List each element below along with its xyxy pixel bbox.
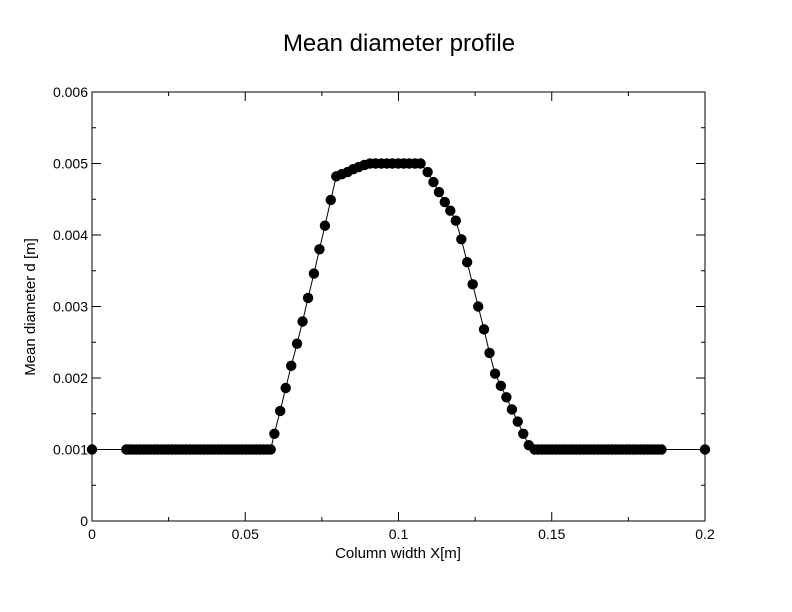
data-point-49 bbox=[302, 292, 314, 304]
y-tick-label: 0.005 bbox=[53, 156, 88, 172]
data-point-72 bbox=[433, 186, 445, 198]
data-point-42 bbox=[265, 444, 276, 455]
x-tick-label: 0.2 bbox=[695, 526, 715, 542]
data-point-44 bbox=[274, 405, 286, 417]
data-point-45 bbox=[280, 382, 291, 394]
data-point-43 bbox=[269, 428, 280, 439]
x-tick-label: 0 bbox=[88, 526, 96, 542]
data-point-125 bbox=[656, 444, 667, 455]
y-tick-label: 0.003 bbox=[53, 299, 88, 315]
x-tick-label: 0.15 bbox=[538, 526, 565, 542]
data-point-83 bbox=[495, 380, 507, 392]
data-point-81 bbox=[484, 347, 495, 359]
y-axis-label: Mean diameter d [m] bbox=[22, 238, 39, 376]
y-tick-label: 0.002 bbox=[53, 370, 88, 386]
y-tick-label: 0.006 bbox=[53, 84, 88, 100]
data-point-78 bbox=[467, 279, 478, 290]
data-point-52 bbox=[319, 220, 331, 231]
y-tick-label: 0 bbox=[80, 513, 88, 529]
data-point-74 bbox=[445, 205, 456, 216]
data-point-79 bbox=[472, 301, 484, 312]
plot-frame bbox=[91, 91, 706, 522]
data-point-77 bbox=[461, 256, 473, 268]
data-point-87 bbox=[518, 428, 529, 439]
tick-labels: 0 0.05 0.1 0.15 0.2 0 0.001 0.002 0.003 0.004 0.00… bbox=[53, 84, 715, 542]
data-point-76 bbox=[456, 234, 467, 245]
data-point-46 bbox=[286, 360, 297, 372]
data-point-69 bbox=[415, 158, 426, 169]
data-point-50 bbox=[308, 268, 320, 279]
y-tick-label: 0.004 bbox=[53, 227, 88, 243]
data-point-84 bbox=[501, 392, 512, 403]
data-point-86 bbox=[512, 416, 523, 427]
data-point-80 bbox=[478, 324, 490, 335]
data-point-47 bbox=[291, 338, 303, 349]
x-tick-label: 0.1 bbox=[389, 526, 409, 542]
data-point-73 bbox=[439, 196, 450, 208]
data-point-48 bbox=[297, 316, 308, 327]
data-point-70 bbox=[422, 166, 433, 178]
data-point-51 bbox=[314, 244, 325, 255]
data-point-75 bbox=[450, 215, 462, 226]
y-tick-label: 0.001 bbox=[53, 442, 88, 458]
chart-title: Mean diameter profile bbox=[283, 30, 515, 57]
x-tick-label: 0.05 bbox=[232, 526, 259, 542]
data-markers bbox=[86, 158, 711, 455]
x-axis-label: Column width X[m] bbox=[335, 545, 461, 562]
data-point-53 bbox=[325, 194, 336, 206]
data-point-85 bbox=[506, 404, 518, 415]
data-point-82 bbox=[489, 368, 501, 379]
data-point-71 bbox=[428, 176, 439, 188]
